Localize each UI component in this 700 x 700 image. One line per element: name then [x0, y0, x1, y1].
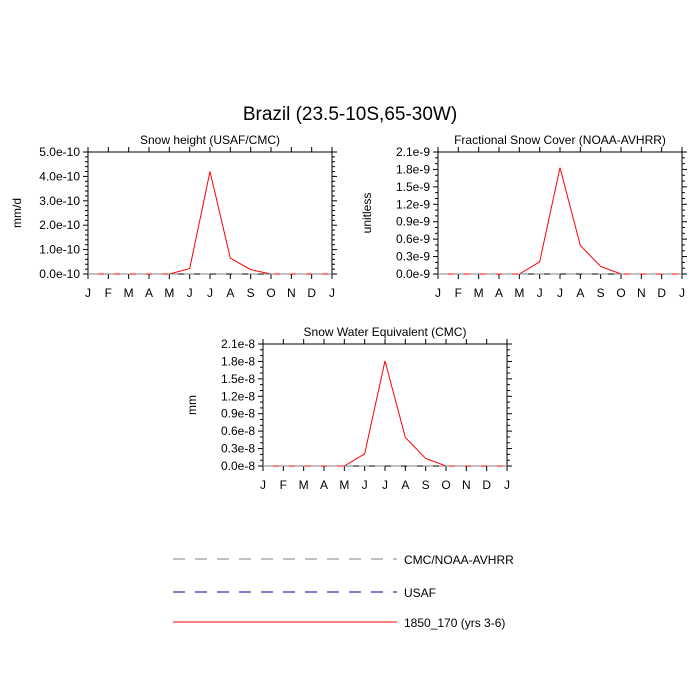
legend-label: CMC/NOAA-AVHRR [404, 553, 514, 567]
x-tick-label: J [329, 286, 335, 300]
x-tick-label: A [576, 286, 584, 300]
x-tick-label: J [382, 478, 388, 492]
y-tick-label: 0.0e-8 [221, 459, 255, 473]
x-tick-label: A [401, 478, 409, 492]
y-tick-label: 1.5e-8 [221, 372, 255, 386]
y-tick-label: 0.6e-9 [396, 232, 430, 246]
legend-entry: 1850_170 (yrs 3-6) [173, 616, 505, 630]
x-tick-label: O [616, 286, 625, 300]
chart-title: Snow height (USAF/CMC) [140, 133, 280, 147]
plot-frame [437, 151, 683, 275]
y-tick-label: 2.1e-9 [396, 145, 430, 159]
x-tick-label: M [474, 286, 484, 300]
x-tick-label: M [299, 478, 309, 492]
y-tick-label: 0.3e-8 [221, 442, 255, 456]
y-tick-label: 0.3e-9 [396, 250, 430, 264]
chart-panel-2: Fractional Snow Cover (NOAA-AVHRR) unitle… [360, 133, 687, 300]
legend-label: USAF [404, 586, 436, 600]
x-tick-label: N [287, 286, 296, 300]
x-tick-label: A [495, 286, 503, 300]
y-tick-label: 2.1e-8 [221, 337, 255, 351]
legend: CMC/NOAA-AVHRR USAF 1850_170 (yrs 3-6) [173, 553, 514, 630]
y-tick-label: 1.2e-9 [396, 197, 430, 211]
x-tick-label: J [679, 286, 685, 300]
x-tick-label: J [207, 286, 213, 300]
x-tick-label: S [247, 286, 255, 300]
y-axis-label: mm/d [10, 198, 24, 228]
chart-title: Snow Water Equivalent (CMC) [304, 325, 467, 339]
x-tick-label: D [482, 478, 491, 492]
y-tick-label: 5.0e-10 [39, 145, 80, 159]
y-tick-label: 0.6e-8 [221, 424, 255, 438]
legend-entry: USAF [173, 586, 436, 600]
y-tick-label: 0.9e-9 [396, 215, 430, 229]
x-tick-label: N [462, 478, 471, 492]
x-tick-label: F [280, 478, 287, 492]
x-tick-label: F [105, 286, 112, 300]
x-tick-label: J [557, 286, 563, 300]
y-tick-label: 4.0e-10 [39, 169, 80, 183]
y-tick-label: 3.0e-10 [39, 194, 80, 208]
x-tick-label: S [597, 286, 605, 300]
x-tick-label: J [537, 286, 543, 300]
chart-panel-3: Snow Water Equivalent (CMC)mmJ F M A M J J A S O N… [185, 325, 512, 492]
series-line-1850-170-yrs-3-6- [263, 360, 507, 467]
x-tick-label: O [266, 286, 275, 300]
chart-panel-1: Snow height (USAF/CMC)mm/dJ F M A M J J A S O N D J0… [10, 133, 337, 300]
y-tick-label: 2.0e-10 [39, 218, 80, 232]
figure-title: Brazil (23.5-10S,65-30W) [243, 104, 457, 125]
x-tick-label: A [226, 286, 234, 300]
x-tick-label: J [85, 286, 91, 300]
plot-frame [87, 151, 333, 275]
x-tick-label: M [124, 286, 134, 300]
x-tick-label: J [260, 478, 266, 492]
x-tick-label: D [657, 286, 666, 300]
x-tick-label: J [187, 286, 193, 300]
y-tick-label: 1.2e-8 [221, 389, 255, 403]
series-line-1850-170-yrs-3-6- [88, 171, 332, 275]
x-tick-label: J [362, 478, 368, 492]
legend-label: 1850_170 (yrs 3-6) [404, 616, 505, 630]
y-axis-label: unitless [360, 193, 374, 234]
series-line-1850-170-yrs-3-6- [438, 167, 682, 275]
legend-entry: CMC/NOAA-AVHRR [173, 553, 514, 567]
y-tick-label: 1.0e-10 [39, 243, 80, 257]
x-tick-label: M [164, 286, 174, 300]
x-tick-label: S [422, 478, 430, 492]
y-tick-label: 0.9e-8 [221, 407, 255, 421]
chart-panels: Snow height (USAF/CMC)mm/dJ F M A M J J A S O N D J0… [10, 133, 687, 492]
y-axis-label: mm [185, 395, 199, 415]
x-tick-label: A [320, 478, 328, 492]
y-tick-label: 1.5e-9 [396, 180, 430, 194]
x-tick-label: M [339, 478, 349, 492]
chart-title: Fractional Snow Cover (NOAA-AVHRR) [454, 133, 666, 147]
y-tick-label: 0.0e-10 [39, 267, 80, 281]
x-tick-label: J [504, 478, 510, 492]
y-tick-label: 0.0e-9 [396, 267, 430, 281]
y-tick-label: 1.8e-8 [221, 354, 255, 368]
x-tick-label: M [514, 286, 524, 300]
x-tick-label: A [145, 286, 153, 300]
x-tick-label: F [455, 286, 462, 300]
x-tick-label: J [435, 286, 441, 300]
x-tick-label: N [637, 286, 646, 300]
x-tick-label: D [307, 286, 316, 300]
x-tick-label: O [441, 478, 450, 492]
y-tick-label: 1.8e-9 [396, 162, 430, 176]
